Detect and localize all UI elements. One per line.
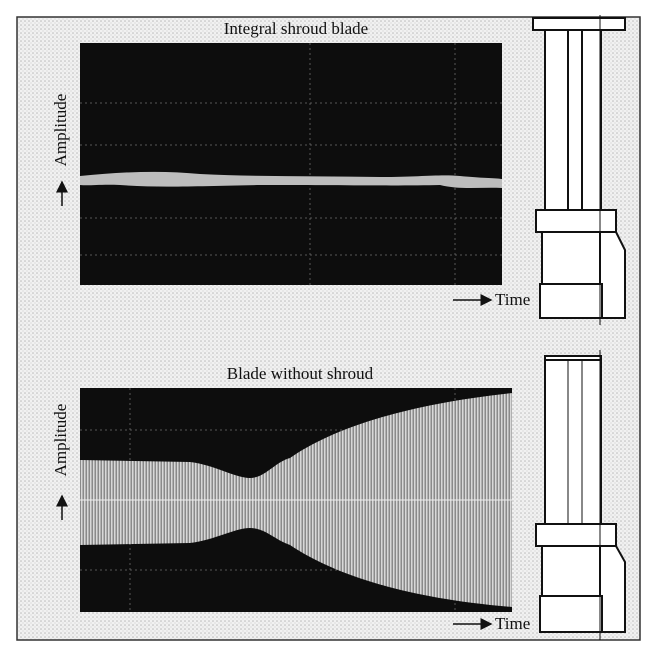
panel-title: Integral shroud blade — [224, 19, 368, 38]
y-label: Amplitude — [51, 404, 70, 477]
screen — [80, 43, 502, 285]
figure: Integral shroud blade Amplitude Time — [0, 0, 656, 658]
panel-title: Blade without shroud — [227, 364, 374, 383]
y-label: Amplitude — [51, 94, 70, 167]
x-label: Time — [495, 290, 530, 309]
x-label: Time — [495, 614, 530, 633]
